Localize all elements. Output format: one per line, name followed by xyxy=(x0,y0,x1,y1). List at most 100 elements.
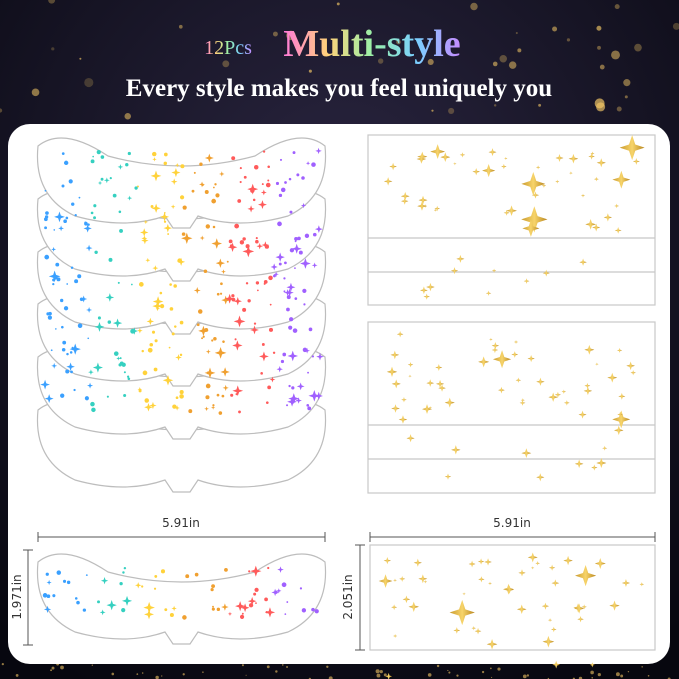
glitter-dot xyxy=(74,597,78,600)
glitter-dot xyxy=(63,219,67,224)
glitter-star xyxy=(531,191,540,199)
glitter-dot xyxy=(134,186,138,190)
glitter-dot xyxy=(172,404,177,409)
glitter-star xyxy=(227,242,238,252)
glitter-star xyxy=(94,321,105,332)
glitter-star xyxy=(484,558,492,566)
glitter-dot xyxy=(65,369,70,374)
glitter-star xyxy=(260,189,267,196)
glitter-dot xyxy=(237,199,242,203)
glitter-star xyxy=(617,347,623,353)
glitter-dot xyxy=(179,320,184,325)
glitter-dot xyxy=(255,237,258,240)
bokeh-dot xyxy=(51,666,55,670)
glitter-dot xyxy=(123,566,127,570)
glitter xyxy=(40,135,645,679)
bokeh-dot xyxy=(84,77,94,88)
glitter-dot xyxy=(127,151,131,156)
glitter-star xyxy=(578,410,587,419)
glitter-dot xyxy=(277,221,282,227)
glitter-dot xyxy=(77,323,83,328)
bokeh-dot xyxy=(136,673,139,675)
glitter-star xyxy=(519,400,526,406)
glitter-dot xyxy=(109,177,112,180)
glitter-star xyxy=(542,269,550,277)
bokeh-dot xyxy=(552,26,558,32)
glitter-dot xyxy=(214,183,217,186)
glitter-star xyxy=(614,227,622,234)
glitter-star xyxy=(175,354,182,361)
glitter-dot xyxy=(93,216,96,220)
glitter-star xyxy=(401,397,407,403)
glitter-star xyxy=(536,473,545,482)
glitter-star xyxy=(626,361,635,371)
glitter-dot xyxy=(245,244,250,249)
glitter-dot xyxy=(211,607,215,611)
glitter-dot xyxy=(280,359,285,364)
bokeh-dot xyxy=(427,673,432,677)
glitter-dot xyxy=(100,155,105,159)
glitter-star xyxy=(478,356,490,368)
glitter-star xyxy=(639,582,644,587)
glitter-star xyxy=(40,379,50,390)
glitter-dot xyxy=(292,151,296,155)
bokeh-dot xyxy=(615,672,620,677)
glitter-star xyxy=(214,347,227,359)
glitter-dot xyxy=(204,190,209,194)
bokeh-dot xyxy=(624,95,628,99)
glitter-dot xyxy=(260,372,263,375)
glitter-dot xyxy=(283,277,286,280)
bokeh-dot xyxy=(328,676,333,679)
glitter-dot xyxy=(282,352,287,357)
glitter-star xyxy=(477,558,485,565)
glitter-dot xyxy=(149,342,154,347)
glitter-dot xyxy=(138,389,142,393)
glitter-star xyxy=(468,560,476,568)
glitter-star xyxy=(521,171,546,196)
glitter-star xyxy=(488,148,497,157)
glitter-star xyxy=(121,595,133,606)
glitter-dot xyxy=(242,307,247,312)
glitter-dot xyxy=(253,322,257,325)
glitter-dot xyxy=(304,233,310,239)
glitter-star xyxy=(551,579,560,587)
glitter-star xyxy=(617,411,623,418)
glitter-star xyxy=(92,362,103,373)
glitter-dot xyxy=(169,283,172,286)
glitter-star xyxy=(423,293,430,300)
glitter-star xyxy=(408,374,412,378)
bokeh-dot xyxy=(245,674,247,676)
glitter-star xyxy=(222,384,229,391)
glitter-star xyxy=(130,327,139,335)
glitter-star xyxy=(516,604,527,615)
glitter-star xyxy=(515,377,522,383)
glitter-star xyxy=(398,415,408,424)
glitter-dot xyxy=(243,175,247,179)
glitter-dot xyxy=(91,407,96,413)
glitter-dot xyxy=(215,193,220,198)
glitter-dot xyxy=(71,346,74,350)
glitter-dot xyxy=(242,237,246,241)
glitter-dot xyxy=(119,357,122,360)
glitter-dot xyxy=(123,394,127,398)
glitter-dot xyxy=(286,307,290,312)
glitter-star xyxy=(435,379,445,388)
bokeh-dot xyxy=(275,670,278,673)
glitter-star xyxy=(426,379,435,387)
glitter-dot xyxy=(60,298,64,303)
glitter-star xyxy=(486,638,498,650)
bokeh-dot xyxy=(596,25,602,31)
glitter-dot xyxy=(138,282,144,287)
glitter-dot xyxy=(61,152,65,155)
dimension-label: 5.91in xyxy=(162,516,200,530)
bokeh-dot xyxy=(272,31,278,37)
glitter-dot xyxy=(127,377,131,381)
glitter-star xyxy=(247,205,255,213)
bokeh-dot xyxy=(590,670,594,675)
dimension-label: 5.91in xyxy=(493,516,531,530)
glitter-dot xyxy=(307,371,309,374)
glitter-star xyxy=(391,404,400,413)
glitter-dot xyxy=(245,282,249,285)
glitter-star xyxy=(137,327,143,334)
